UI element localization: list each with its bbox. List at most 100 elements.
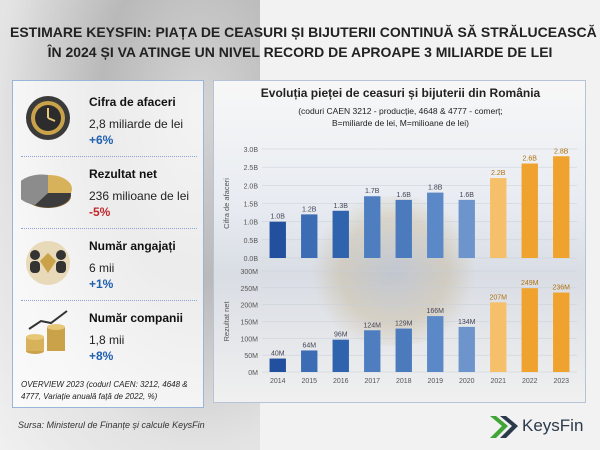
bar-charts: 0.0B 0.5B 1.0B 1.5B 2.0B 2.5B 3.0B Cifra de afa… bbox=[222, 147, 577, 385]
data-label: 1.7B bbox=[365, 188, 380, 195]
x-tick-label: 2023 bbox=[553, 378, 569, 385]
bar bbox=[301, 214, 318, 258]
kpi-label: Cifra de afaceri bbox=[89, 95, 176, 109]
overview-note: OVERVIEW 2023 (codurI CAEN: 3212, 4648 &… bbox=[21, 380, 188, 401]
bar bbox=[395, 199, 412, 258]
data-label: 134M bbox=[458, 319, 476, 326]
kpi-value: 236 milioane de lei bbox=[89, 189, 190, 203]
x-tick-label: 2022 bbox=[522, 378, 538, 385]
y-tick-label: 0.5B bbox=[244, 238, 259, 245]
divider bbox=[21, 156, 197, 157]
x-tick-label: 2017 bbox=[364, 378, 380, 385]
headline-line-1: ESTIMARE KEYSFIN: PIAȚA DE CEASURI ȘI BI… bbox=[10, 24, 597, 40]
data-label: 40M bbox=[271, 351, 285, 358]
pie-chart-icon bbox=[21, 174, 72, 208]
data-label: 1.6B bbox=[460, 192, 475, 199]
data-label: 1.8B bbox=[428, 185, 443, 192]
data-label: 1.0B bbox=[271, 214, 286, 221]
x-tick-label: 2019 bbox=[427, 378, 443, 385]
y-tick-label: 3.0B bbox=[244, 147, 259, 154]
bar bbox=[427, 192, 444, 258]
bar bbox=[301, 350, 318, 372]
bar bbox=[553, 156, 570, 258]
bar bbox=[364, 330, 381, 372]
kpi-panel: Cifra de afaceri 2,8 miliarde de lei +6%… bbox=[12, 80, 204, 408]
kpi-change: +8% bbox=[89, 349, 114, 363]
bar bbox=[427, 316, 444, 372]
bar bbox=[521, 163, 538, 258]
bar bbox=[458, 199, 475, 258]
y-tick-label: 2.0B bbox=[244, 183, 259, 190]
kpi-change: -5% bbox=[89, 205, 111, 219]
kpi-employees: Număr angajați 6 mii +1% bbox=[13, 231, 205, 301]
y-axis-label: Rezultat net bbox=[222, 301, 231, 342]
kpi-value: 6 mii bbox=[89, 261, 115, 275]
chart-title: Evoluția pieței de ceasuri și bijuterii … bbox=[260, 86, 541, 100]
y-tick-label: 150M bbox=[240, 320, 258, 327]
bar bbox=[364, 196, 381, 258]
y-tick-label: 200M bbox=[240, 303, 258, 310]
divider bbox=[21, 300, 197, 301]
x-tick-label: 2014 bbox=[270, 378, 286, 385]
coins-chart-icon bbox=[26, 310, 68, 354]
bar bbox=[490, 302, 507, 372]
data-label: 166M bbox=[426, 308, 444, 315]
y-tick-label: 2.5B bbox=[244, 165, 259, 172]
kpi-companies: Număr companii 1,8 mii +8% bbox=[13, 303, 205, 373]
chart-subtitle-line-1: (coduri CAEN 3212 - producție, 4648 & 47… bbox=[298, 106, 503, 116]
bar bbox=[269, 221, 286, 258]
y-tick-label: 1.0B bbox=[244, 220, 259, 227]
data-label: 1.6B bbox=[397, 192, 412, 199]
x-tick-label: 2021 bbox=[490, 378, 506, 385]
keysfin-logo-icon bbox=[490, 416, 518, 438]
kpi-value: 1,8 mii bbox=[89, 333, 125, 347]
chart-panel: Evoluția pieței de ceasuri și bijuterii … bbox=[213, 80, 586, 403]
headline: ESTIMARE KEYSFIN: PIAȚA DE CEASURI ȘI BI… bbox=[10, 22, 597, 62]
data-label: 1.2B bbox=[302, 206, 317, 213]
people-diamond-icon bbox=[26, 241, 70, 285]
x-tick-label: 2015 bbox=[301, 378, 317, 385]
bar bbox=[521, 288, 538, 372]
y-tick-label: 300M bbox=[240, 269, 258, 276]
y-tick-label: 0.0B bbox=[244, 256, 259, 263]
kpi-net-result: Rezultat net 236 milioane de lei -5% bbox=[13, 159, 205, 229]
kpi-turnover: Cifra de afaceri 2,8 miliarde de lei +6% bbox=[13, 87, 205, 157]
data-label: 129M bbox=[395, 321, 413, 328]
divider bbox=[21, 228, 197, 229]
y-axis-label: Cifra de afaceri bbox=[222, 178, 231, 229]
data-label: 96M bbox=[334, 332, 348, 339]
source-note: Sursa: Ministerul de Finanțe și calcule … bbox=[18, 420, 205, 430]
bar bbox=[458, 326, 475, 372]
x-tick-label: 2018 bbox=[396, 378, 412, 385]
bar bbox=[332, 339, 349, 372]
chart-subtitle-line-2: B=miliarde de lei, M=milioane de lei) bbox=[331, 118, 469, 128]
data-label: 249M bbox=[521, 280, 539, 287]
gold-watch-icon bbox=[26, 96, 70, 140]
kpi-value: 2,8 miliarde de lei bbox=[89, 117, 184, 131]
data-label: 124M bbox=[363, 322, 381, 329]
headline-line-2: ÎN 2024 ȘI VA ATINGE UN NIVEL RECORD DE … bbox=[47, 44, 553, 60]
y-tick-label: 100M bbox=[240, 336, 258, 343]
bar bbox=[490, 178, 507, 258]
y-tick-label: 250M bbox=[240, 286, 258, 293]
bar bbox=[553, 292, 570, 372]
data-label: 2.6B bbox=[523, 156, 538, 163]
data-label: 207M bbox=[489, 294, 507, 301]
chart-subtitle: (coduri CAEN 3212 - producție, 4648 & 47… bbox=[214, 105, 587, 129]
y-tick-label: 0M bbox=[248, 370, 258, 377]
keysfin-logo: KeysFin bbox=[486, 408, 586, 444]
kpi-label: Număr angajați bbox=[89, 239, 176, 253]
kpi-label: Rezultat net bbox=[89, 167, 158, 181]
data-label: 1.3B bbox=[334, 203, 349, 210]
bar bbox=[332, 210, 349, 258]
y-tick-label: 50M bbox=[244, 353, 258, 360]
data-label: 2.2B bbox=[491, 170, 506, 177]
kpi-change: +6% bbox=[89, 133, 114, 147]
y-tick-label: 1.5B bbox=[244, 202, 259, 209]
bar bbox=[269, 358, 286, 372]
kpi-change: +1% bbox=[89, 277, 114, 291]
data-label: 236M bbox=[552, 285, 570, 292]
x-tick-label: 2016 bbox=[333, 378, 349, 385]
x-tick-label: 2020 bbox=[459, 378, 475, 385]
data-label: 2.8B bbox=[554, 148, 569, 155]
